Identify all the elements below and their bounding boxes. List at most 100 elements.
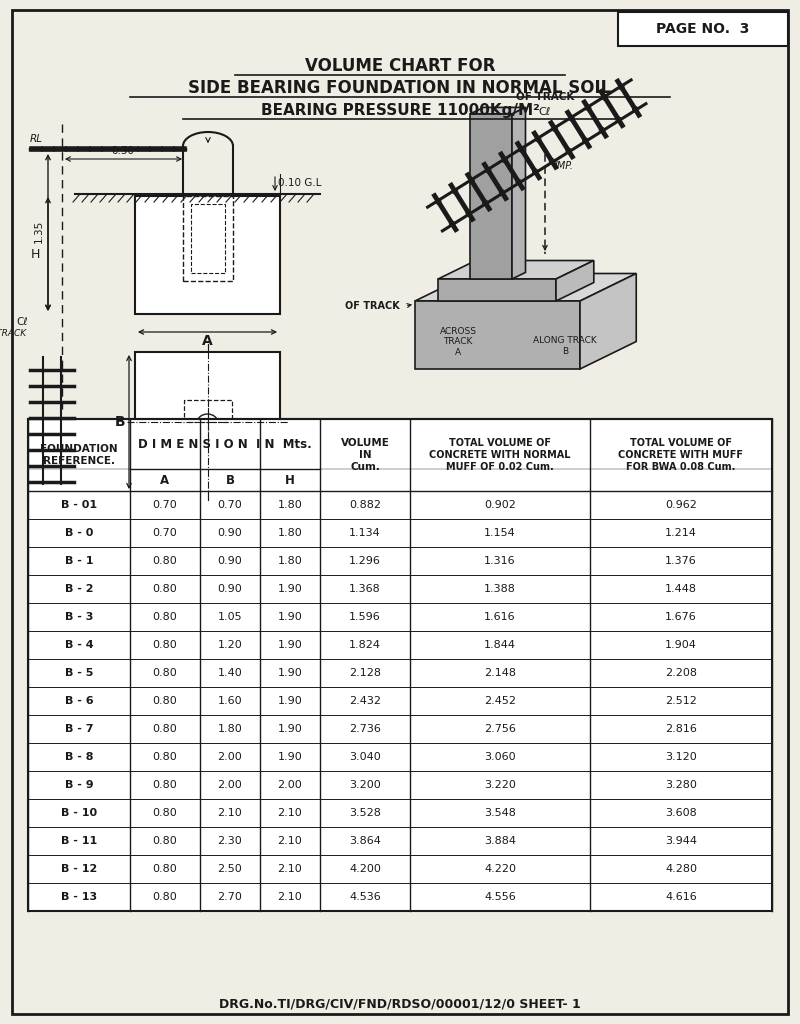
Text: 2.00: 2.00	[278, 780, 302, 790]
Text: 1.616: 1.616	[484, 612, 516, 622]
Text: 1.80: 1.80	[278, 556, 302, 566]
Text: IMP.: IMP.	[555, 161, 574, 171]
Text: B - 4: B - 4	[65, 640, 94, 650]
Text: 1.596: 1.596	[349, 612, 381, 622]
Text: 3.120: 3.120	[665, 752, 697, 762]
Text: 1.676: 1.676	[665, 612, 697, 622]
Text: B: B	[226, 473, 234, 486]
Text: 1.90: 1.90	[278, 584, 302, 594]
Text: PAGE NO.  3: PAGE NO. 3	[656, 22, 750, 36]
Text: 2.128: 2.128	[349, 668, 381, 678]
Text: RL: RL	[30, 134, 43, 144]
Text: B - 6: B - 6	[65, 696, 94, 706]
Text: 0.882: 0.882	[349, 500, 381, 510]
Text: Cℓ: Cℓ	[539, 106, 551, 117]
Text: 3.884: 3.884	[484, 836, 516, 846]
Text: B - 8: B - 8	[65, 752, 94, 762]
Text: 1.80: 1.80	[278, 528, 302, 538]
Text: 4.536: 4.536	[349, 892, 381, 902]
Text: 0.80: 0.80	[153, 808, 178, 818]
Text: 1.388: 1.388	[484, 584, 516, 594]
Text: 1.60: 1.60	[218, 696, 242, 706]
Text: B - 9: B - 9	[65, 780, 94, 790]
Bar	[183, 400, 231, 444]
Text: 2.452: 2.452	[484, 696, 516, 706]
Text: 1.20: 1.20	[218, 640, 242, 650]
Text: Cℓ: Cℓ	[16, 317, 28, 327]
Text: 2.10: 2.10	[278, 808, 302, 818]
Text: D I M E N S I O N  I N  Mts.: D I M E N S I O N I N Mts.	[138, 437, 312, 451]
Text: 0.80: 0.80	[153, 668, 178, 678]
Text: 2.10: 2.10	[278, 864, 302, 874]
Polygon shape	[438, 279, 556, 301]
Text: 2.756: 2.756	[484, 724, 516, 734]
Polygon shape	[470, 114, 512, 279]
Text: B - 5: B - 5	[65, 668, 93, 678]
Text: FOUNDATION
REFERENCE.: FOUNDATION REFERENCE.	[40, 444, 118, 466]
Bar	[183, 196, 233, 281]
Text: 0.90: 0.90	[218, 528, 242, 538]
Text: 1.844: 1.844	[484, 640, 516, 650]
Text: 1.90: 1.90	[278, 752, 302, 762]
Text: 3.548: 3.548	[484, 808, 516, 818]
Text: B - 1: B - 1	[65, 556, 94, 566]
Text: ALONG TRACK
B: ALONG TRACK B	[533, 336, 597, 355]
Text: 3.608: 3.608	[665, 808, 697, 818]
Text: 3.040: 3.040	[349, 752, 381, 762]
Text: OF TRACK: OF TRACK	[0, 330, 26, 339]
Bar	[135, 196, 280, 314]
Polygon shape	[415, 273, 636, 301]
Text: 1.90: 1.90	[278, 612, 302, 622]
Text: 1.448: 1.448	[665, 584, 697, 594]
Text: 0.80: 0.80	[153, 612, 178, 622]
Text: 1.90: 1.90	[278, 696, 302, 706]
Text: 0.80: 0.80	[153, 584, 178, 594]
Text: B - 13: B - 13	[61, 892, 97, 902]
Text: 0.80: 0.80	[153, 864, 178, 874]
Text: 1.80: 1.80	[278, 500, 302, 510]
Text: 2.10: 2.10	[278, 892, 302, 902]
Text: 1.35: 1.35	[34, 220, 44, 243]
Text: B - 2: B - 2	[65, 584, 94, 594]
Text: 2.816: 2.816	[665, 724, 697, 734]
Text: 2.70: 2.70	[218, 892, 242, 902]
Text: 2.50: 2.50	[218, 864, 242, 874]
Text: B - 11: B - 11	[61, 836, 97, 846]
Text: 2.10: 2.10	[278, 836, 302, 846]
Text: B - 01: B - 01	[61, 500, 97, 510]
Text: 2.10: 2.10	[218, 808, 242, 818]
Text: 1.368: 1.368	[349, 584, 381, 594]
Text: B - 10: B - 10	[61, 808, 97, 818]
Text: 1.05: 1.05	[218, 612, 242, 622]
Text: 0.80: 0.80	[153, 892, 178, 902]
Text: TOTAL VOLUME OF
CONCRETE WITH MUFF
FOR BWA 0.08 Cum.: TOTAL VOLUME OF CONCRETE WITH MUFF FOR B…	[618, 438, 743, 472]
Text: B: B	[114, 415, 125, 429]
Ellipse shape	[198, 414, 218, 430]
Text: 1.134: 1.134	[349, 528, 381, 538]
Text: DRG.No.TI/DRG/CIV/FND/RDSO/00001/12/0 SHEET- 1: DRG.No.TI/DRG/CIV/FND/RDSO/00001/12/0 SH…	[219, 997, 581, 1011]
Text: 0.80: 0.80	[153, 640, 178, 650]
Text: 1.154: 1.154	[484, 528, 516, 538]
Text: 4.556: 4.556	[484, 892, 516, 902]
Text: ACROSS
TRACK
A: ACROSS TRACK A	[439, 327, 477, 357]
Text: OF TRACK: OF TRACK	[346, 301, 400, 311]
Bar	[191, 204, 225, 273]
Text: 1.40: 1.40	[218, 668, 242, 678]
Polygon shape	[580, 273, 636, 369]
Polygon shape	[438, 260, 594, 279]
Text: 0.902: 0.902	[484, 500, 516, 510]
Text: 4.616: 4.616	[665, 892, 697, 902]
Text: 0.80: 0.80	[153, 752, 178, 762]
Text: 1.90: 1.90	[278, 668, 302, 678]
Text: H: H	[285, 473, 295, 486]
Text: 0.90: 0.90	[218, 584, 242, 594]
Text: 0.50: 0.50	[111, 146, 134, 156]
Text: 1.376: 1.376	[665, 556, 697, 566]
Text: 1.316: 1.316	[484, 556, 516, 566]
Text: 0.70: 0.70	[218, 500, 242, 510]
Text: B - 3: B - 3	[65, 612, 93, 622]
Text: 0.80: 0.80	[153, 724, 178, 734]
Text: 1.80: 1.80	[218, 724, 242, 734]
Text: 2.736: 2.736	[349, 724, 381, 734]
Text: 2.00: 2.00	[218, 752, 242, 762]
